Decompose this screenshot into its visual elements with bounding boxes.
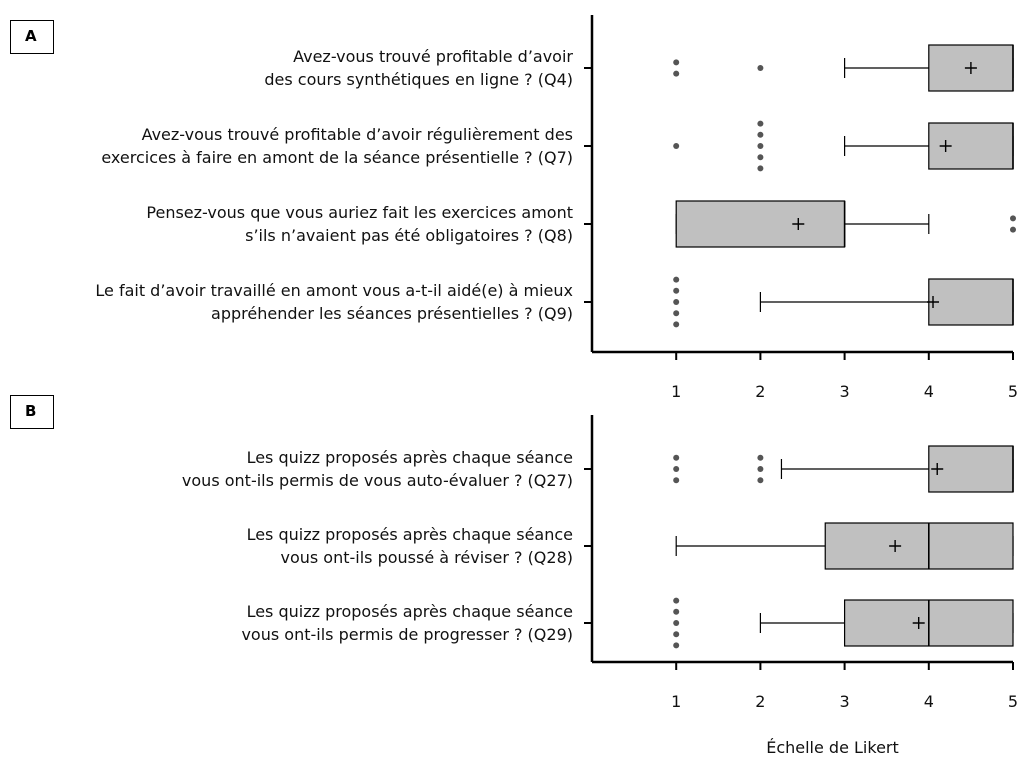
mean-marker [931, 463, 944, 475]
box [824, 522, 1014, 570]
outlier [673, 310, 680, 317]
outlier [757, 466, 764, 472]
panel-label: A [10, 20, 54, 54]
outlier [673, 477, 680, 484]
outlier [673, 608, 680, 615]
category-label: Les quizz proposés après chaque séance v… [241, 602, 573, 644]
category-label: Avez-vous trouvé profitable d’avoir régu… [101, 125, 573, 167]
outlier [673, 287, 680, 294]
category-label: Les quizz proposés après chaque séance v… [246, 525, 573, 567]
outlier [673, 59, 680, 66]
category-label: Le fait d’avoir travaillé en amont vous … [95, 281, 573, 323]
mean-marker [792, 218, 805, 230]
panel-label: B [10, 395, 54, 429]
mean-marker [939, 140, 952, 152]
outlier [673, 642, 680, 649]
outlier [673, 143, 680, 149]
outlier [673, 466, 680, 472]
x-tick-label: 1 [671, 382, 681, 401]
x-tick-label: 4 [924, 692, 934, 711]
outlier [757, 65, 764, 71]
category-label: Pensez-vous que vous auriez fait les exe… [146, 203, 573, 245]
mean-marker [964, 62, 977, 74]
outlier [1010, 226, 1016, 233]
category-label: Avez-vous trouvé profitable d’avoir des … [264, 47, 573, 89]
mean-marker [927, 296, 940, 308]
x-tick-label: 5 [1008, 692, 1017, 711]
outlier [1010, 215, 1016, 222]
category-label: Les quizz proposés après chaque séance v… [181, 448, 573, 490]
x-tick-label: 3 [840, 382, 850, 401]
outlier [673, 299, 680, 305]
outlier [673, 620, 680, 626]
x-tick-label: 4 [924, 382, 934, 401]
outlier [757, 165, 764, 172]
outlier [757, 120, 764, 127]
mean-marker [889, 540, 902, 552]
outlier [673, 321, 680, 328]
outlier [673, 454, 680, 461]
mean-marker [912, 617, 925, 629]
outlier [673, 276, 680, 283]
outlier [757, 154, 764, 161]
outlier [757, 477, 764, 484]
outlier [757, 143, 764, 149]
x-tick-label: 2 [755, 692, 765, 711]
outlier [673, 631, 680, 638]
outlier [673, 70, 680, 77]
outlier [757, 454, 764, 461]
outlier [757, 131, 764, 138]
x-tick-label: 3 [840, 692, 850, 711]
x-tick-label: 5 [1008, 382, 1017, 401]
box [675, 200, 846, 248]
box [928, 278, 1014, 326]
x-axis-label: Échelle de Likert [766, 738, 899, 757]
x-tick-label: 2 [755, 382, 765, 401]
x-tick-label: 1 [671, 692, 681, 711]
outlier [673, 597, 680, 604]
